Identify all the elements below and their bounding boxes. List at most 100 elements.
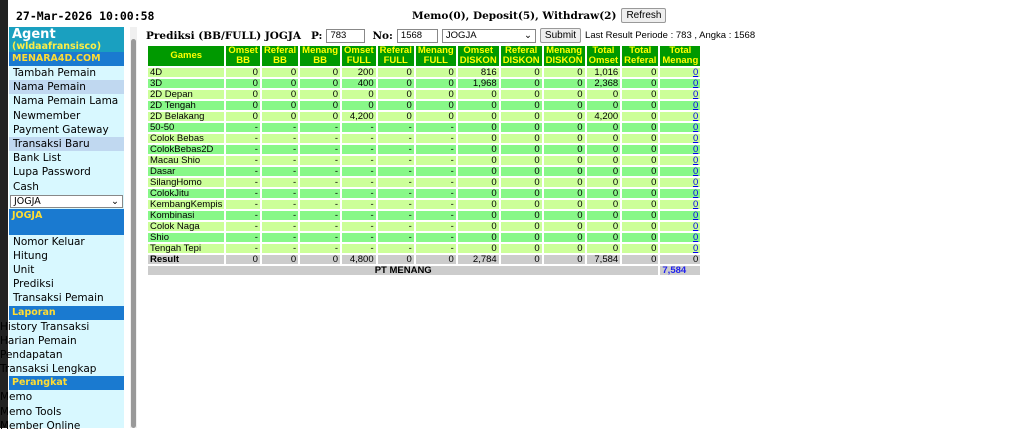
no-label: No:	[372, 29, 393, 42]
sidebar-item[interactable]: Prediksi	[13, 278, 54, 291]
total-menang-link[interactable]: 0	[692, 232, 699, 243]
number-input[interactable]: 1568	[396, 28, 438, 43]
total-menang-link[interactable]: 0	[692, 111, 699, 122]
sidebar-item[interactable]: Unit	[13, 264, 35, 277]
total-menang-link[interactable]: 0	[692, 243, 699, 254]
scrollbar-thumb[interactable]	[131, 39, 136, 428]
cell: 0	[498, 77, 544, 90]
cell: -	[413, 143, 458, 156]
cell: 0	[413, 88, 458, 101]
cell: -	[298, 176, 343, 189]
cell: 0	[455, 143, 501, 156]
result-cell: 7,584	[584, 253, 623, 266]
game-name: KembangKempis	[145, 198, 227, 211]
total-menang-link[interactable]: 0	[692, 221, 699, 232]
cell: 0	[259, 66, 301, 79]
periode-input[interactable]: 783	[326, 28, 366, 43]
sidebar-item[interactable]: Transaksi Lengkap	[0, 363, 97, 376]
header-text: Omset	[588, 55, 619, 66]
sidebar-item[interactable]: Hitung	[13, 249, 48, 262]
cell: -	[340, 242, 378, 255]
result-cell: 0	[375, 253, 416, 266]
sidebar-item[interactable]: Tambah Pemain	[13, 67, 97, 79]
cell: 0	[658, 198, 703, 211]
total-menang-link[interactable]: 0	[692, 122, 699, 133]
total-menang-link[interactable]: 0	[692, 144, 699, 155]
cell: 0	[658, 242, 703, 255]
cell: 0	[584, 187, 623, 200]
sidebar-item[interactable]: Cash	[13, 180, 39, 193]
total-menang-link[interactable]: 0	[692, 166, 699, 177]
column-header: Referal FULL	[375, 44, 416, 68]
total-menang-link[interactable]: 0	[692, 67, 699, 78]
p-label: P:	[311, 29, 323, 42]
cell: -	[298, 198, 343, 211]
sidebar-item[interactable]: Nomor Keluar	[13, 235, 85, 248]
total-menang-link[interactable]: 0	[692, 78, 699, 89]
agent-username: (wldaafransisco)	[12, 41, 102, 52]
cell: -	[259, 242, 301, 255]
cell: -	[224, 242, 262, 255]
total-menang-link[interactable]: 0	[692, 199, 699, 210]
cell: -	[224, 231, 262, 244]
refresh-button[interactable]: Refresh	[621, 8, 667, 23]
sidebar-item[interactable]: Memo Tools	[0, 405, 62, 418]
table-row: KembangKempis - - - - - -0 0 0 0 0 0	[145, 198, 703, 211]
cell: -	[298, 132, 343, 145]
sidebar-item[interactable]: Payment Gateway	[13, 123, 109, 136]
sidebar-item[interactable]: Newmember	[13, 109, 81, 122]
total-menang-link[interactable]: 0	[692, 100, 699, 111]
submit-button[interactable]: Submit	[539, 28, 582, 43]
cell: 0	[413, 66, 458, 79]
total-menang-link[interactable]: 0	[692, 210, 699, 221]
cell: 0	[541, 110, 587, 123]
sidebar-item[interactable]: Member Online	[0, 419, 81, 432]
cell: 0	[224, 110, 262, 123]
game-name: ColokBebas2D	[145, 143, 227, 156]
cell: 0	[620, 242, 661, 255]
cell: 0	[620, 77, 661, 90]
sidebar-item[interactable]: Bank List	[13, 152, 62, 165]
sidebar-item[interactable]: Lupa Password	[13, 166, 91, 179]
cell: -	[375, 220, 416, 233]
result-cell: 0	[259, 253, 301, 266]
cell: 400	[340, 77, 378, 90]
cell: 0	[620, 176, 661, 189]
table-row: 3D 0 0 0 400 0 0 1,968 0 0 2,368 0 0	[145, 77, 703, 90]
site-name: MENARA4D.COM	[9, 52, 124, 66]
header-text: Total	[592, 45, 615, 56]
total-menang-link[interactable]: 0	[692, 155, 699, 166]
cell: -	[375, 242, 416, 255]
sidebar-item[interactable]: Nama Pemain Lama	[13, 95, 119, 108]
cell: 0	[298, 77, 343, 90]
market-dropdown[interactable]: JOGJA ⌄	[441, 28, 536, 43]
column-header: Omset DISKON	[455, 44, 501, 68]
column-header: Referal DISKON	[498, 44, 544, 68]
cell: -	[340, 121, 378, 134]
sidebar-item[interactable]: Transaksi Pemain	[13, 292, 104, 305]
sidebar-item[interactable]: History Transaksi	[0, 320, 90, 333]
cell: -	[224, 121, 262, 134]
sidebar-item[interactable]: Transaksi Baru	[9, 136, 124, 152]
cell: 0	[455, 242, 501, 255]
market-select[interactable]: JOGJA ⌄	[10, 194, 123, 208]
sidebar-item[interactable]: Nama Pemain	[9, 80, 124, 95]
sidebar-scrollbar[interactable]	[130, 27, 137, 428]
header-text: Total	[629, 45, 652, 56]
page-title: Prediksi (BB/FULL) JOGJA	[146, 29, 302, 42]
total-menang-link[interactable]: 0	[692, 188, 699, 199]
table-row: 50-50- - - - - -0 0 0 0 0 0	[145, 121, 703, 134]
cell: 200	[340, 66, 378, 79]
cell: -	[375, 154, 416, 167]
column-header: Games	[145, 44, 227, 68]
cell: 0	[541, 176, 587, 189]
total-menang-link[interactable]: 0	[692, 177, 699, 188]
game-name: Colok Naga	[145, 220, 227, 233]
header-text: Menang	[662, 55, 699, 66]
total-menang-link[interactable]: 0	[692, 89, 699, 100]
total-menang-link[interactable]: 0	[692, 133, 699, 144]
sidebar-item[interactable]: Memo	[0, 391, 33, 404]
sidebar-item[interactable]: Harian Pemain	[0, 334, 77, 347]
result-cell: 0	[658, 253, 703, 266]
sidebar-item[interactable]: Pendapatan	[0, 349, 63, 361]
